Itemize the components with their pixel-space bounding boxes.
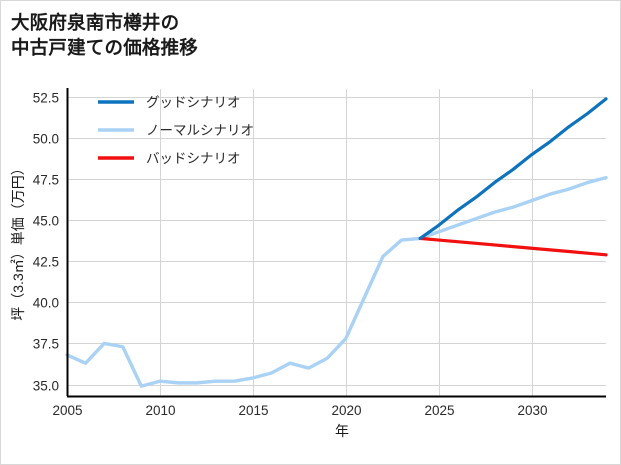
x-tick-label: 2025 (424, 403, 454, 418)
y-tick-labels: 35.0 37.5 40.0 42.5 45.0 47.5 50.0 52.5 (33, 90, 59, 393)
legend-label-good: グッドシナリオ (146, 95, 241, 110)
y-tick-label: 52.5 (33, 90, 59, 105)
page-title: 大阪府泉南市樽井の 中古戸建ての価格推移 (11, 12, 199, 58)
x-tick-label: 2005 (52, 403, 82, 418)
x-axis-title: 年 (335, 423, 349, 439)
legend-label-bad: バッドシナリオ (146, 151, 241, 166)
y-tick-label: 47.5 (33, 172, 59, 187)
y-tick-label: 50.0 (33, 131, 59, 146)
x-tick-label: 2015 (238, 403, 268, 418)
data-series-group (65, 97, 608, 388)
y-tick-label: 42.5 (33, 254, 59, 269)
legend-label-normal: ノーマルシナリオ (146, 123, 254, 138)
x-tick-label: 2020 (331, 403, 361, 418)
x-tick-labels: 2005 2010 2015 2020 2025 2030 (52, 403, 547, 418)
axis-spines (66, 88, 606, 398)
y-tick-label: 40.0 (33, 295, 59, 310)
y-axis-title: 坪（3.3㎡）単価（万円） (10, 161, 26, 320)
x-tick-label: 2010 (145, 403, 175, 418)
series-line-normal (65, 175, 608, 388)
y-tick-label: 37.5 (33, 336, 59, 351)
series-line-good (418, 97, 608, 240)
y-gridlines (67, 96, 606, 387)
y-tick-label: 45.0 (33, 213, 59, 228)
y-tick-label: 35.0 (33, 378, 59, 393)
series-line-bad (418, 236, 608, 257)
x-tick-label: 2030 (517, 403, 547, 418)
